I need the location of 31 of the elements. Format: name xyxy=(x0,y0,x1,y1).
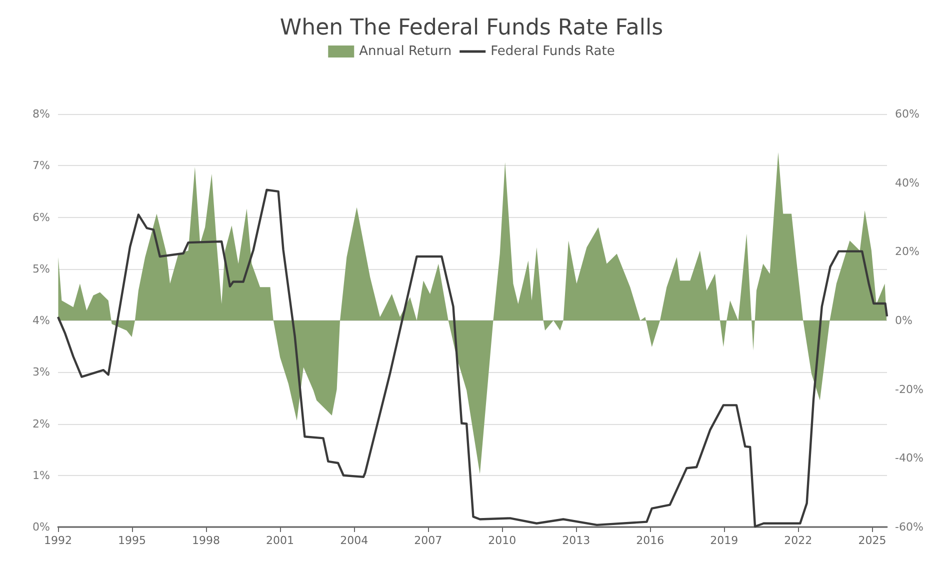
x-tick-label: 2007 xyxy=(414,534,442,547)
x-tick-label: 2016 xyxy=(636,534,664,547)
y2-tick-label: -60% xyxy=(895,520,924,534)
y2-tick-label: 40% xyxy=(895,176,920,190)
y2-tick-label: 20% xyxy=(895,245,920,258)
x-tick-label: 2013 xyxy=(562,534,590,547)
x-tick-label: 1992 xyxy=(44,534,72,547)
y2-tick-label: -40% xyxy=(895,452,924,465)
y-tick-label: 0% xyxy=(32,520,50,534)
x-tick-label: 2010 xyxy=(488,534,516,547)
chart-title: When The Federal Funds Rate Falls xyxy=(280,16,664,40)
y-tick-label: 1% xyxy=(32,468,50,482)
y2-tick-label: 0% xyxy=(895,314,912,327)
y-tick-label: 3% xyxy=(32,366,50,379)
x-tick-label: 1998 xyxy=(192,534,220,547)
y-tick-label: 5% xyxy=(32,262,50,276)
y2-tick-label: 60% xyxy=(895,108,920,120)
legend-label: Annual Return xyxy=(359,44,452,59)
x-tick-label: 2001 xyxy=(266,534,294,547)
x-tick-label: 1995 xyxy=(118,534,146,547)
y-tick-label: 4% xyxy=(32,314,50,327)
x-tick-label: 2022 xyxy=(784,534,812,547)
y-tick-label: 7% xyxy=(32,159,50,172)
x-tick-label: 2025 xyxy=(858,534,886,547)
y-tick-label: 6% xyxy=(32,210,50,224)
legend-label: Federal Funds Rate xyxy=(490,44,615,59)
y-tick-label: 8% xyxy=(32,108,50,120)
y2-tick-label: -20% xyxy=(895,382,924,396)
x-tick-label: 2019 xyxy=(710,534,738,547)
y-tick-label: 2% xyxy=(32,417,50,430)
x-tick-label: 2004 xyxy=(340,534,368,547)
